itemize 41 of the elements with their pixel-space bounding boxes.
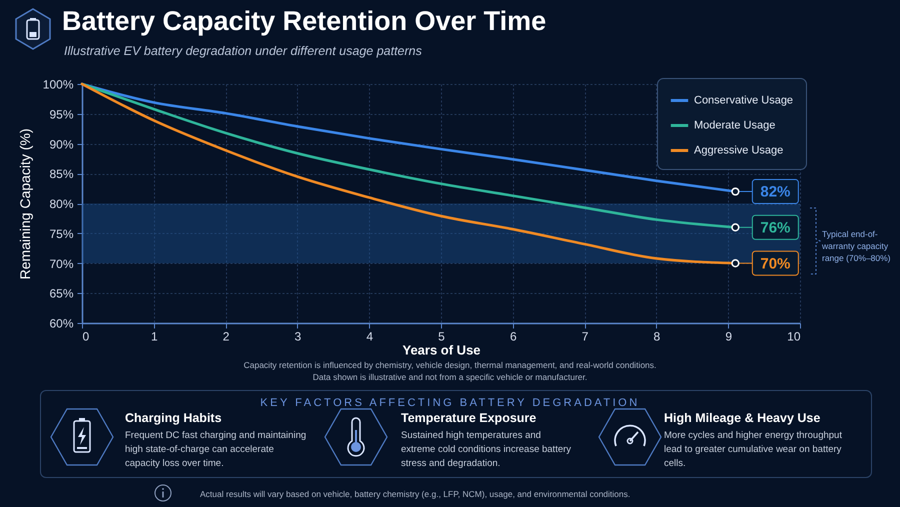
x-tick-label: 2 <box>222 330 230 344</box>
y-tick-label: 90% <box>49 137 74 152</box>
x-tick-label: 9 <box>725 330 732 344</box>
legend-label: Conservative Usage <box>694 94 794 106</box>
text: Charging Habits <box>125 411 222 425</box>
y-tick-label: 100% <box>42 78 74 92</box>
x-tick-label: 10 <box>787 330 801 344</box>
text: Capacity retention is influenced by chemistry, vehicle design, thermal management, and real-world conditions. <box>242 360 658 370</box>
chart-subtitle: Illustrative EV battery degradation under different usage patterns <box>64 44 422 58</box>
y-tick-label: 85% <box>49 167 74 182</box>
band-label: Typical end-of-warranty capacity range (70%–80%) <box>822 228 892 264</box>
x-axis-title: Years of Use <box>402 342 481 358</box>
y-tick-label: 60% <box>49 316 74 330</box>
data-label: 76% <box>760 219 790 236</box>
chart-title: Battery Capacity Retention Over Time <box>62 6 546 37</box>
x-tick-label: 4 <box>366 330 374 344</box>
x-tick-label: 1 <box>150 330 158 344</box>
text: Actual results will vary based on vehicle, battery chemistry (e.g., LFP, NCM), usage, and environmental conditions. <box>200 489 630 499</box>
x-tick-label: 7 <box>582 330 589 344</box>
y-tick-label: 80% <box>49 197 74 211</box>
text: Frequent DC fast charging and maintaining high state-of-charge can accelerate capacity loss over time. <box>125 429 308 471</box>
x-tick-label: 6 <box>510 330 517 344</box>
x-tick-label: 8 <box>654 330 661 344</box>
x-tick-label: 0 <box>82 330 90 344</box>
text: Temperature Exposure <box>401 411 536 425</box>
y-tick-label: 95% <box>49 107 74 122</box>
y-tick-label: 65% <box>49 286 74 301</box>
y-tick-label: 75% <box>49 226 74 241</box>
text: High Mileage & Heavy Use <box>664 411 820 425</box>
data-label: 70% <box>760 255 790 272</box>
text: Data shown is illustrative and not from a specific vehicle or manufacturer. <box>312 372 588 382</box>
text: KEY FACTORS AFFECTING BATTERY DEGRADATION <box>259 397 641 409</box>
x-tick-label: 5 <box>438 330 446 344</box>
data-label: 82% <box>760 184 790 201</box>
text: Sustained high temperatures and extreme cold conditions increase battery stress and degradation. <box>401 429 572 471</box>
legend-label: Aggressive Usage <box>694 144 784 156</box>
y-tick-label: 70% <box>49 256 74 271</box>
x-tick-label: 3 <box>294 330 302 344</box>
text: More cycles and higher energy throughput lead to greater cumulative wear on battery cells. <box>664 429 843 471</box>
y-axis-title: Remaining Capacity (%) <box>16 128 33 280</box>
legend-label: Moderate Usage <box>694 120 776 132</box>
